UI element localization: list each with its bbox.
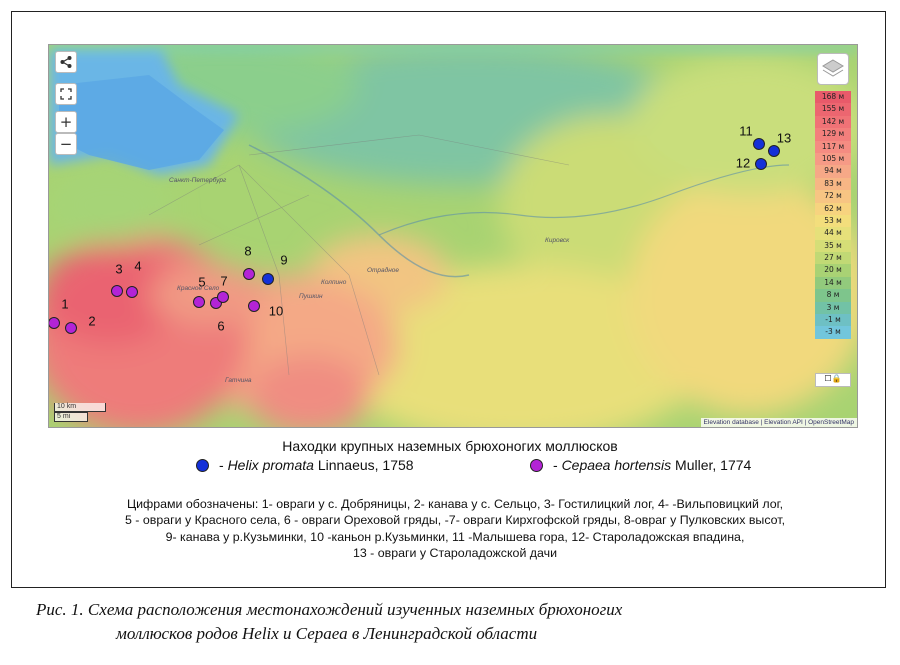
city-label: Санкт-Петербург bbox=[169, 177, 227, 184]
cepaea-point-marker[interactable] bbox=[126, 286, 138, 298]
helix-species: Helix promata bbox=[227, 457, 314, 473]
point-number-label: 13 bbox=[776, 130, 792, 146]
elevation-legend-cell: 53 м bbox=[815, 214, 851, 228]
elevation-legend-cell: 27 м bbox=[815, 252, 851, 265]
elevation-legend-cell: 142 м bbox=[815, 115, 851, 129]
helix-point-marker[interactable] bbox=[753, 138, 765, 150]
helix-author: Linnaeus, 1758 bbox=[317, 457, 414, 473]
cepaea-point-marker[interactable] bbox=[243, 268, 255, 280]
caption-line: моллюсков родов Helix и Сераеа в Ленингр… bbox=[116, 624, 538, 643]
map-attribution[interactable]: Elevation database | Elevation API | Ope… bbox=[700, 418, 857, 427]
point-number-label: 1 bbox=[61, 296, 69, 312]
elevation-legend: 168 м 155 м 142 м 129 м 117 м 105 м 94 м 83 м 72… bbox=[815, 91, 851, 339]
legend-title: Находки крупных наземных брюхоногих молл… bbox=[282, 438, 618, 454]
cepaea-point-marker[interactable] bbox=[65, 322, 77, 334]
point-number-label: 4 bbox=[134, 258, 142, 274]
point-number-label: 8 bbox=[244, 243, 252, 259]
elevation-legend-cell: 155 м bbox=[815, 103, 851, 116]
point-number-label: 5 bbox=[198, 274, 206, 290]
layers-button[interactable] bbox=[817, 53, 849, 85]
elevation-legend-cell: 14 м bbox=[815, 276, 851, 290]
elevation-legend-cell: -3 м bbox=[815, 326, 851, 339]
point-number-label: 11 bbox=[739, 123, 753, 139]
map-background bbox=[49, 45, 857, 427]
cepaea-marker-icon bbox=[530, 458, 543, 472]
elevation-legend-cell: 44 м bbox=[815, 227, 851, 240]
legend-dash: - bbox=[219, 457, 228, 473]
city-label: Кировск bbox=[545, 237, 570, 244]
cepaea-point-marker[interactable] bbox=[193, 296, 205, 308]
location-notes: Цифрами обозначены: 1- овраги у с. Добря… bbox=[40, 496, 870, 562]
elevation-legend-cell: 94 м bbox=[815, 165, 851, 178]
point-number-label: 10 bbox=[268, 303, 284, 319]
elevation-legend-cell: 8 м bbox=[815, 289, 851, 302]
city-label: Отрадное bbox=[367, 267, 400, 274]
elevation-legend-cell: 83 м bbox=[815, 177, 851, 191]
city-label: Пушкин bbox=[299, 293, 323, 300]
cepaea-point-marker[interactable] bbox=[248, 300, 260, 312]
city-label: Колпино bbox=[321, 279, 347, 286]
scale-bar: 10 km 5 mi bbox=[54, 403, 106, 422]
point-number-label: 9 bbox=[280, 252, 288, 268]
share-button[interactable] bbox=[55, 51, 77, 73]
fullscreen-icon bbox=[60, 88, 72, 100]
legend-helix: - Helix promata Linnaeus, 1758 bbox=[196, 457, 414, 473]
elevation-legend-cell: 72 м bbox=[815, 190, 851, 203]
cepaea-species: Сераеа hortensis bbox=[561, 457, 672, 473]
zoom-in-button[interactable]: + bbox=[55, 111, 77, 133]
point-number-label: 7 bbox=[220, 273, 228, 289]
elevation-map[interactable]: Санкт-Петербург Пушкин Колпино Гатчина К… bbox=[48, 44, 858, 428]
elevation-legend-cell: 129 м bbox=[815, 128, 851, 141]
fullscreen-button[interactable] bbox=[55, 83, 77, 105]
elevation-legend-cell: 3 м bbox=[815, 301, 851, 315]
elevation-legend-cell: 117 м bbox=[815, 140, 851, 153]
cepaea-point-marker[interactable] bbox=[217, 291, 229, 303]
elevation-legend-cell: 168 м bbox=[815, 91, 851, 104]
city-label: Гатчина bbox=[225, 377, 252, 384]
helix-marker-icon bbox=[196, 458, 209, 472]
elevation-legend-cell: -1 м bbox=[815, 314, 851, 327]
zoom-out-button[interactable]: − bbox=[55, 133, 77, 155]
helix-point-marker[interactable] bbox=[755, 158, 767, 170]
point-number-label: 3 bbox=[115, 261, 123, 277]
scale-mi: 5 mi bbox=[54, 412, 88, 422]
cepaea-author: Muller, 1774 bbox=[675, 457, 752, 473]
cepaea-point-marker[interactable] bbox=[49, 317, 60, 329]
legend-cepaea: - Сераеа hortensis Muller, 1774 bbox=[530, 457, 751, 473]
caption-line: Рис. 1. Схема расположения местонахожден… bbox=[36, 600, 623, 619]
share-icon bbox=[60, 56, 72, 68]
layers-icon bbox=[822, 59, 844, 77]
helix-point-marker[interactable] bbox=[768, 145, 780, 157]
helix-point-marker[interactable] bbox=[262, 273, 274, 285]
legend-lock-toggle[interactable]: ☐🔒 bbox=[815, 373, 851, 387]
city-label: Красное Село bbox=[177, 285, 220, 292]
figure-frame bbox=[11, 11, 886, 588]
notes-line: Цифрами обозначены: 1- овраги у с. Добря… bbox=[126, 497, 784, 511]
legend-dash: - bbox=[553, 457, 562, 473]
point-number-label: 12 bbox=[735, 155, 751, 171]
point-number-label: 6 bbox=[217, 318, 225, 334]
figure-caption: Рис. 1. Схема расположения местонахожден… bbox=[36, 598, 886, 646]
notes-line: 9- канава у р.Кузьминки, 10 -каньон р.Ку… bbox=[165, 529, 745, 544]
scale-km: 10 km bbox=[54, 403, 106, 412]
notes-line: 13 - овраги у Староладожской дачи bbox=[352, 546, 558, 561]
elevation-legend-cell: 35 м bbox=[815, 239, 851, 253]
notes-line: 5 - овраги у Красного села, 6 - овраги О… bbox=[124, 513, 786, 528]
point-number-label: 2 bbox=[88, 313, 96, 329]
elevation-legend-cell: 62 м bbox=[815, 202, 851, 215]
elevation-legend-cell: 105 м bbox=[815, 152, 851, 166]
cepaea-point-marker[interactable] bbox=[111, 285, 123, 297]
elevation-legend-cell: 20 м bbox=[815, 264, 851, 277]
